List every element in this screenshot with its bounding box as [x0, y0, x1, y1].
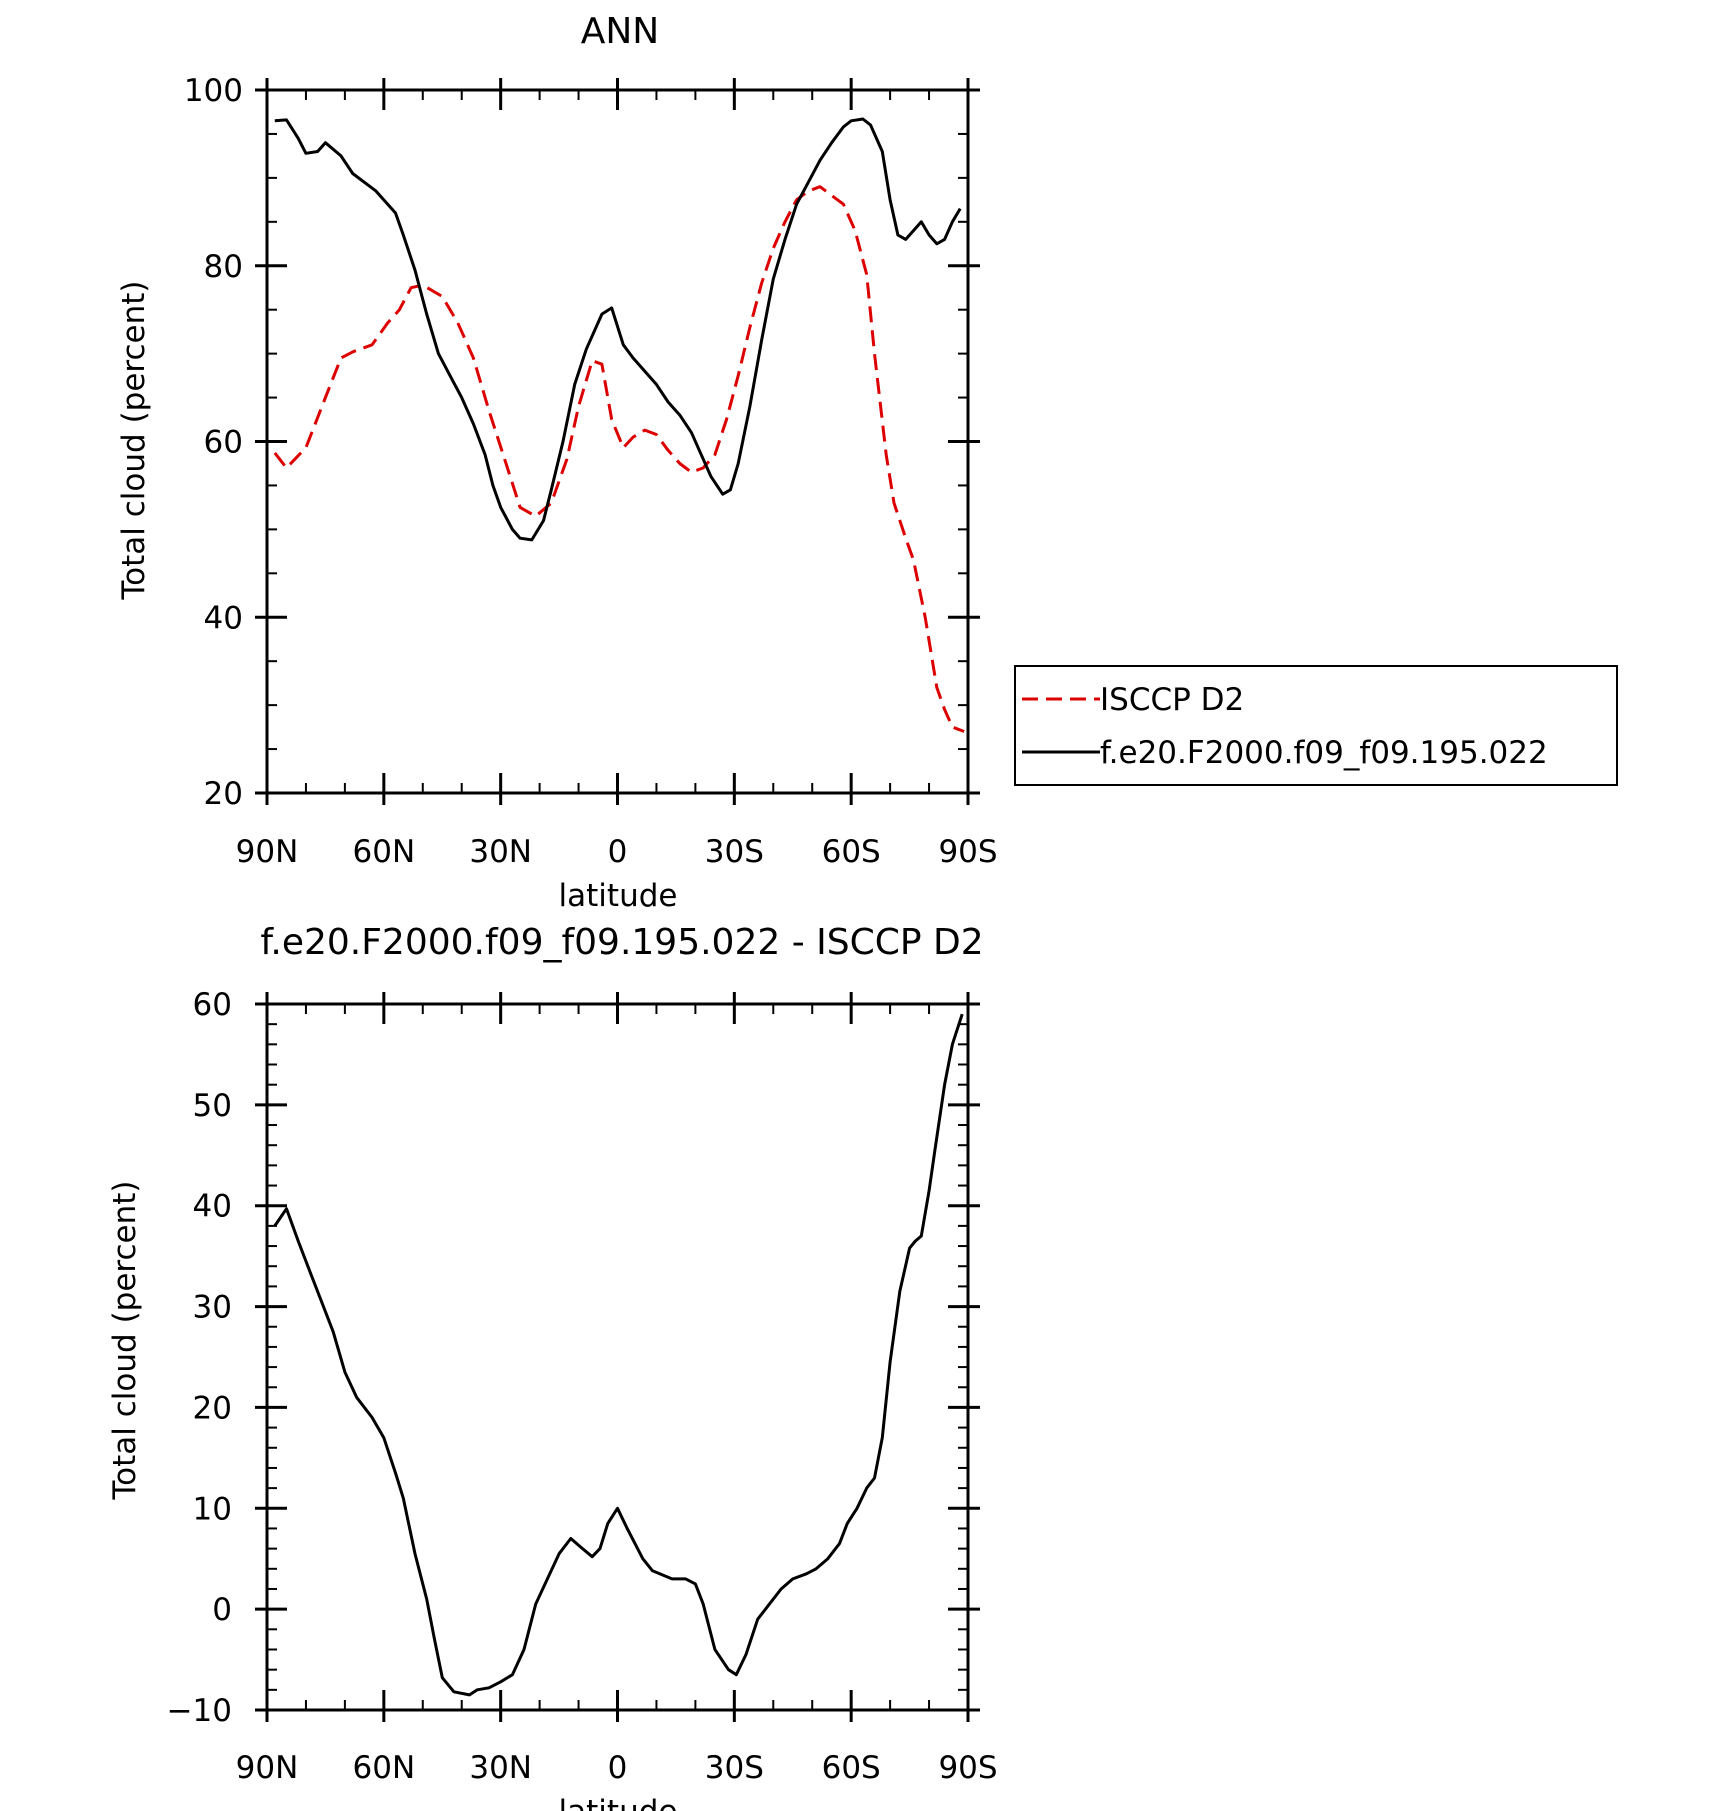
top-x-tick-label: 90N: [236, 834, 299, 870]
top-plot-frame: [265, 88, 970, 795]
top-plot-title: ANN: [581, 11, 660, 52]
top-x-axis-title: latitude: [559, 878, 678, 914]
bottom-x-tick-label: 30N: [469, 1750, 532, 1786]
legend: ISCCP D2 f.e20.F2000.f09_f09.195.022: [1014, 665, 1618, 786]
top-ticks: 20 40 60 80 100 90N 60N 30N 0 30S 60S 90S: [184, 73, 998, 870]
bottom-x-tick-label: 90N: [236, 1750, 299, 1786]
bottom-y-tick-label: 60: [193, 987, 232, 1023]
top-series-line-model: [274, 117, 962, 542]
top-x-tick-label: 90S: [938, 834, 997, 870]
bottom-plot-title: f.e20.F2000.f09_f09.195.022 - ISCCP D2: [260, 922, 983, 963]
panel-top: ANN 20 40 60 80 100 90N 60N 30N 0 30S 60S 90S latit…: [116, 11, 1618, 914]
panel-bottom: f.e20.F2000.f09_f09.195.022 - ISCCP D2 −…: [107, 922, 998, 1811]
bottom-series-line-difference: [273, 1013, 964, 1697]
top-y-tick-label: 80: [204, 249, 243, 285]
legend-label-model: f.e20.F2000.f09_f09.195.022: [1100, 735, 1548, 771]
legend-label-isccp: ISCCP D2: [1100, 682, 1244, 718]
bottom-y-tick-label: 40: [193, 1189, 232, 1225]
top-y-tick-label: 40: [204, 600, 243, 636]
top-x-tick-label: 60N: [353, 834, 416, 870]
bottom-y-tick-label: 0: [212, 1592, 232, 1628]
bottom-x-axis-title: latitude: [559, 1794, 678, 1811]
top-x-tick-label: 30S: [705, 834, 764, 870]
bottom-ticks: −10 0 10 20 30 40 50 60 90N 60N 30N 0 30S 60S 90S: [167, 987, 998, 1786]
bottom-x-tick-label: 30S: [705, 1750, 764, 1786]
bottom-y-tick-label: 20: [193, 1390, 232, 1426]
bottom-x-tick-label: 60S: [822, 1750, 881, 1786]
bottom-y-tick-label: 50: [193, 1088, 232, 1124]
bottom-y-tick-label: −10: [167, 1693, 232, 1729]
top-y-axis-title: Total cloud (percent): [116, 281, 152, 601]
bottom-series-layer: [273, 1013, 964, 1697]
bottom-x-tick-label: 90S: [938, 1750, 997, 1786]
top-x-tick-label: 60S: [822, 834, 881, 870]
bottom-plot-frame: [265, 1002, 970, 1712]
top-y-tick-label: 20: [204, 776, 243, 812]
bottom-y-tick-label: 10: [193, 1491, 232, 1527]
bottom-x-tick-label: 0: [608, 1750, 628, 1786]
top-y-tick-label: 100: [184, 73, 243, 109]
bottom-x-tick-label: 60N: [353, 1750, 416, 1786]
top-series-layer: [273, 117, 965, 733]
top-x-tick-label: 0: [608, 834, 628, 870]
legend-box: [1014, 665, 1618, 786]
top-y-tick-label: 60: [204, 425, 243, 461]
top-x-tick-label: 30N: [469, 834, 532, 870]
bottom-y-axis-title: Total cloud (percent): [107, 1181, 143, 1501]
top-series-line-isccp: [273, 185, 965, 733]
bottom-y-tick-label: 30: [193, 1290, 232, 1326]
